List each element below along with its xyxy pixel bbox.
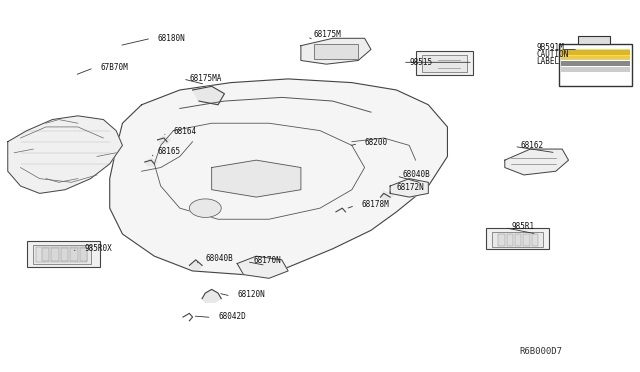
Bar	[51, 248, 59, 260]
Bar	[314, 44, 358, 59]
Polygon shape	[390, 179, 428, 197]
Text: 68200: 68200	[365, 138, 388, 147]
Text: LABEL: LABEL	[537, 57, 560, 66]
Bar	[559, 44, 632, 86]
Polygon shape	[301, 38, 371, 64]
Polygon shape	[193, 86, 225, 105]
Polygon shape	[109, 79, 447, 275]
Polygon shape	[505, 149, 568, 175]
Text: 985R0X: 985R0X	[84, 244, 112, 253]
Bar	[499, 234, 505, 246]
Text: 68164: 68164	[173, 127, 196, 136]
Bar	[422, 55, 467, 71]
Bar	[27, 241, 100, 267]
Bar	[578, 36, 610, 44]
Bar	[33, 245, 91, 263]
Bar	[492, 232, 543, 247]
Text: 9B591M: 9B591M	[537, 43, 564, 52]
Polygon shape	[212, 160, 301, 197]
Text: 68165: 68165	[157, 147, 180, 156]
Bar	[70, 248, 78, 260]
Bar	[415, 51, 473, 75]
Text: 68178M: 68178M	[362, 200, 389, 209]
Text: 68172N: 68172N	[396, 183, 424, 192]
Bar	[507, 234, 513, 246]
Bar	[561, 50, 630, 55]
Text: 68040B: 68040B	[205, 254, 233, 263]
Polygon shape	[189, 260, 202, 269]
Text: 98515: 98515	[409, 58, 433, 67]
Text: 68175M: 68175M	[314, 30, 341, 39]
Text: 68120N: 68120N	[237, 291, 265, 299]
Text: 68162: 68162	[521, 141, 544, 150]
Text: 985R1: 985R1	[511, 222, 534, 231]
Bar	[561, 67, 630, 71]
Polygon shape	[381, 192, 394, 199]
Bar	[524, 234, 530, 246]
Text: 67B70M: 67B70M	[100, 63, 128, 72]
Bar	[561, 56, 630, 61]
Bar	[61, 248, 68, 260]
Bar	[36, 247, 88, 262]
Polygon shape	[157, 136, 170, 144]
Text: 68180N: 68180N	[157, 34, 185, 43]
Bar	[486, 228, 549, 249]
Bar	[532, 234, 538, 246]
Polygon shape	[237, 256, 288, 278]
Text: 68175MA: 68175MA	[189, 74, 221, 83]
Bar	[561, 61, 630, 66]
Bar	[80, 248, 88, 260]
Bar	[561, 49, 630, 59]
Text: 68042D: 68042D	[218, 312, 246, 321]
Polygon shape	[202, 289, 221, 302]
Circle shape	[189, 199, 221, 217]
Polygon shape	[145, 158, 157, 166]
Text: R6B000D7: R6B000D7	[519, 347, 562, 356]
Text: 68170N: 68170N	[253, 256, 281, 265]
Text: CAUTION: CAUTION	[537, 51, 569, 60]
Text: 68040B: 68040B	[403, 170, 431, 179]
Bar	[515, 234, 522, 246]
Polygon shape	[8, 116, 122, 193]
Bar	[42, 248, 49, 260]
